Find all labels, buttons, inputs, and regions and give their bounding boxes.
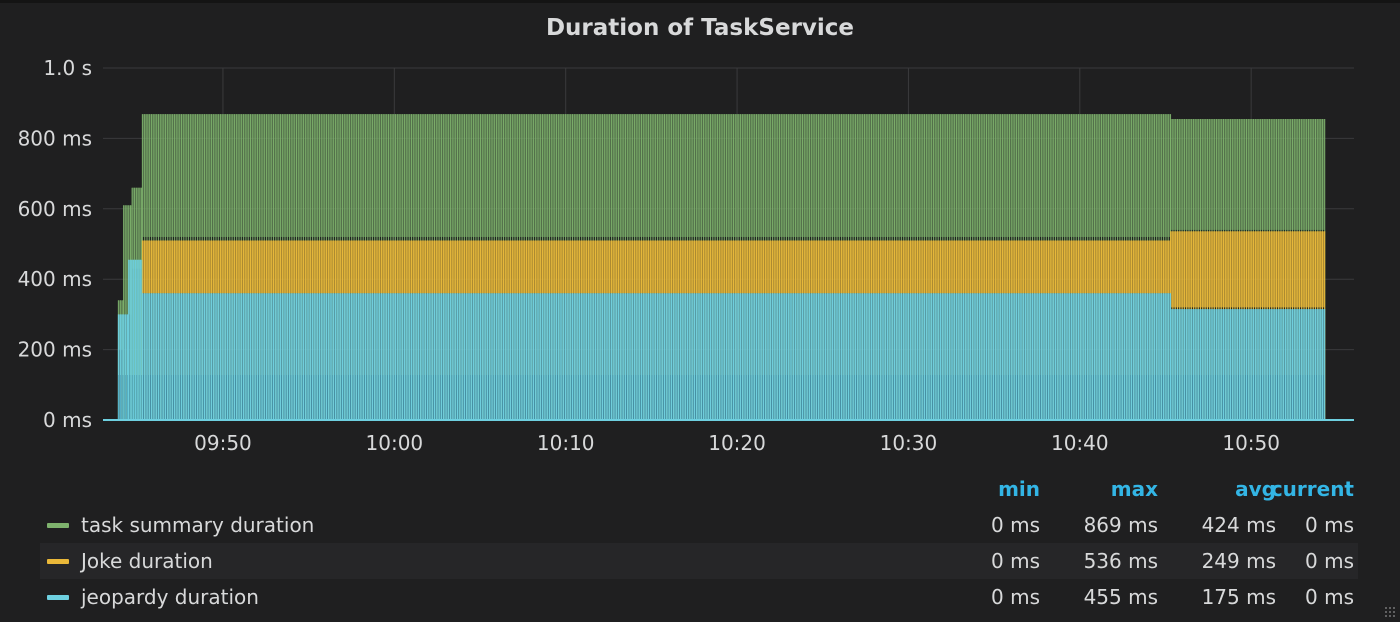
y-tick-label: 800 ms	[18, 126, 92, 150]
legend-header-current[interactable]: current	[1270, 477, 1354, 501]
x-tick-label: 10:50	[1222, 431, 1280, 455]
y-tick-label: 400 ms	[18, 267, 92, 291]
stat-avg: 424 ms	[1201, 513, 1276, 537]
y-tick-label: 200 ms	[18, 338, 92, 362]
legend-header-min[interactable]: min	[998, 477, 1040, 501]
y-tick-label: 600 ms	[18, 197, 92, 221]
stat-min: 0 ms	[991, 585, 1040, 609]
legend-row-joke[interactable]: Joke duration 0 ms 536 ms 249 ms 0 ms	[40, 543, 1358, 579]
stat-min: 0 ms	[991, 513, 1040, 537]
series-spikes	[141, 293, 1172, 420]
stat-min: 0 ms	[991, 549, 1040, 573]
legend-header-max[interactable]: max	[1110, 477, 1158, 501]
legend-table: min max avg current task summary duratio…	[40, 471, 1358, 615]
x-tick-label: 10:20	[708, 431, 766, 455]
series-spikes	[128, 259, 141, 420]
series-band	[142, 114, 1171, 237]
y-tick-label: 0 ms	[43, 408, 92, 432]
legend-row-task-summary[interactable]: task summary duration 0 ms 869 ms 424 ms…	[40, 507, 1358, 543]
duration-chart[interactable]: 0 ms 200 ms 400 ms 600 ms 800 ms 1.0 s 09:50 10…	[0, 3, 1400, 473]
stat-current: 0 ms	[1305, 549, 1354, 573]
x-tick-label: 10:30	[880, 431, 938, 455]
x-tick-label: 10:10	[537, 431, 595, 455]
stat-current: 0 ms	[1305, 585, 1354, 609]
series-band	[118, 314, 129, 420]
x-tick-label: 09:50	[194, 431, 252, 455]
stat-max: 869 ms	[1083, 513, 1158, 537]
series-base-texture	[118, 375, 1324, 420]
stat-current: 0 ms	[1305, 513, 1354, 537]
series-spikes	[123, 205, 132, 420]
y-tick-label: 1.0 s	[43, 56, 92, 80]
panel-title[interactable]: Duration of TaskService	[545, 15, 855, 41]
series-band	[142, 240, 1171, 294]
resize-handle[interactable]	[1384, 606, 1396, 618]
legend-header-avg[interactable]: avg	[1235, 477, 1276, 501]
series-band	[132, 187, 143, 269]
series-name[interactable]: jeopardy duration	[81, 585, 259, 609]
legend-header: min max avg current	[40, 471, 1358, 507]
legend-row-jeopardy[interactable]: jeopardy duration 0 ms 455 ms 175 ms 0 m…	[40, 579, 1358, 615]
series-color-swatch[interactable]	[47, 595, 69, 600]
stat-max: 536 ms	[1083, 549, 1158, 573]
series-color-swatch[interactable]	[47, 559, 69, 564]
stat-avg: 175 ms	[1201, 585, 1276, 609]
series-name[interactable]: task summary duration	[81, 513, 315, 537]
stat-max: 455 ms	[1083, 585, 1158, 609]
series-name[interactable]: Joke duration	[81, 549, 213, 573]
series-color-swatch[interactable]	[47, 523, 69, 528]
stat-avg: 249 ms	[1201, 549, 1276, 573]
series-spikes	[117, 314, 129, 420]
x-tick-label: 10:40	[1051, 431, 1109, 455]
series-spikes	[1170, 309, 1326, 420]
x-tick-label: 10:00	[366, 431, 424, 455]
